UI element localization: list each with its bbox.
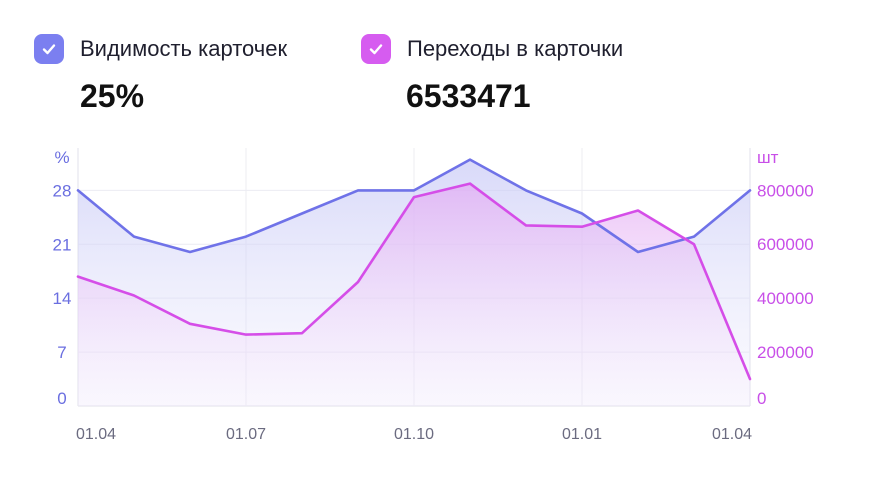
- y-left-tick: 0: [57, 389, 66, 408]
- x-axis: 01.04 01.07 01.10 01.01 01.04: [76, 426, 752, 443]
- y-left-tick: 7: [57, 343, 66, 362]
- x-tick-label: 01.04: [76, 426, 116, 443]
- series-areas: [78, 159, 750, 406]
- legend-label-visibility: Видимость карточек: [80, 36, 288, 61]
- legend-item-visibility[interactable]: Видимость карточек: [34, 34, 287, 64]
- x-tick-label: 01.04: [712, 426, 752, 443]
- checkbox-clicks[interactable]: [361, 34, 391, 64]
- visibility-value: 25%: [80, 78, 145, 114]
- x-tick-label: 01.10: [394, 426, 434, 443]
- series-line-0: [76, 158, 752, 254]
- checkbox-visibility[interactable]: [34, 34, 64, 64]
- x-tick-label: 01.01: [562, 426, 602, 443]
- y-right-tick: 800000: [757, 181, 814, 200]
- y-right-tick: 400000: [757, 289, 814, 308]
- y-right-tick: 600000: [757, 235, 814, 254]
- y-axis-left: % 0 7 14 21 28: [53, 148, 72, 408]
- series-area-1: [78, 183, 750, 406]
- y-left-tick: 21: [53, 235, 72, 254]
- y-axis-right: шт 0 200000 400000 600000 800000: [757, 148, 814, 408]
- y-left-tick: 14: [53, 289, 72, 308]
- y-right-tick: 0: [757, 389, 766, 408]
- checkmark-icon: [369, 44, 383, 55]
- legend-item-clicks[interactable]: Переходы в карточки: [361, 34, 623, 64]
- x-tick-label: 01.07: [226, 426, 266, 443]
- y-left-unit: %: [54, 148, 69, 167]
- clicks-value: 6533471: [406, 78, 531, 114]
- y-right-tick: 200000: [757, 343, 814, 362]
- series-lines: [76, 158, 752, 381]
- series-line-1: [76, 182, 752, 381]
- checkmark-icon: [42, 44, 56, 55]
- y-left-tick: 28: [53, 181, 72, 200]
- y-right-unit: шт: [757, 148, 779, 167]
- legend-label-clicks: Переходы в карточки: [407, 36, 624, 61]
